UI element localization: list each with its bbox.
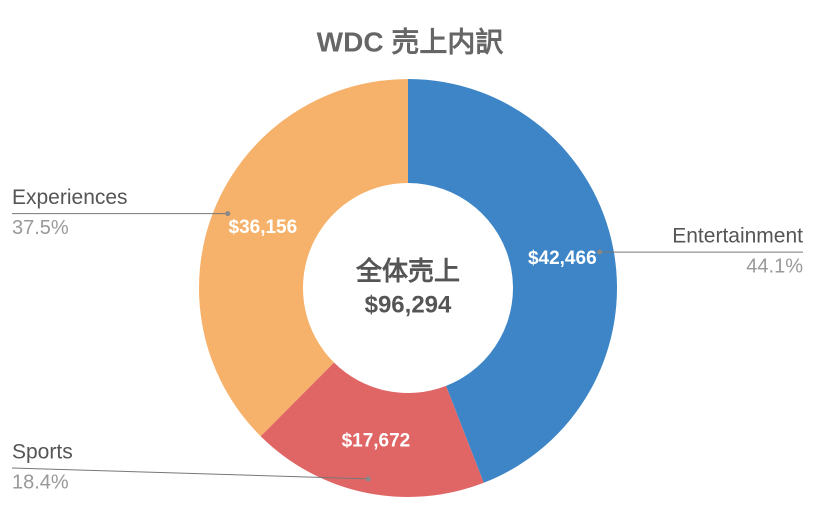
center-value: $96,294 xyxy=(365,291,452,318)
slice xyxy=(408,79,617,483)
category-label: Sports xyxy=(12,441,73,464)
value-label: $36,156 xyxy=(229,217,298,238)
percent-label: 37.5% xyxy=(12,217,69,239)
slice xyxy=(260,362,484,497)
value-label: $42,466 xyxy=(528,248,597,269)
chart-title: WDC 売上内訳 xyxy=(317,25,505,57)
value-label: $17,672 xyxy=(342,431,411,452)
leader-dot xyxy=(597,249,603,255)
slice xyxy=(198,79,408,437)
center-title: 全体売上 xyxy=(355,256,460,286)
leader-line xyxy=(11,467,369,480)
percent-label: 18.4% xyxy=(12,471,69,493)
leader-dot xyxy=(225,211,231,217)
leader-dot xyxy=(365,476,371,482)
category-label: Entertainment xyxy=(672,225,803,248)
percent-label: 44.1% xyxy=(746,255,803,277)
category-label: Experiences xyxy=(12,186,128,209)
